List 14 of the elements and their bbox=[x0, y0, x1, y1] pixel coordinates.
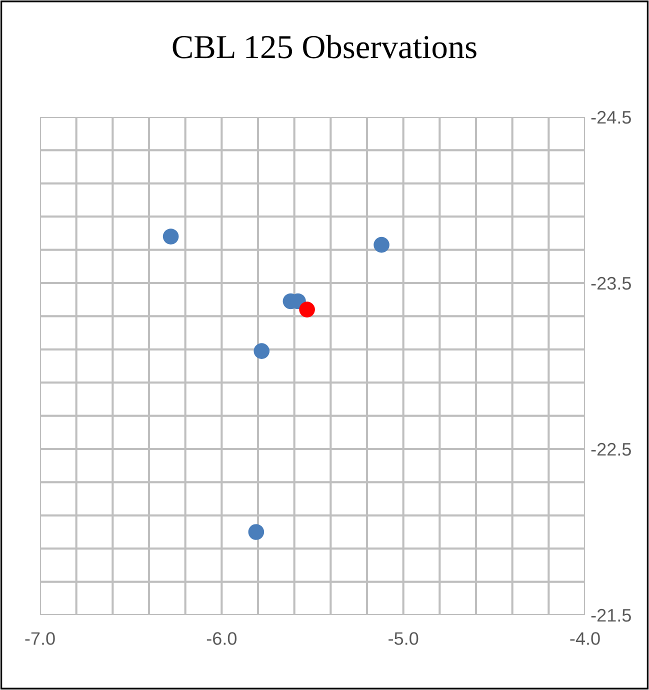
x-tick-label: -5.0 bbox=[388, 632, 418, 645]
y-tick-label: -22.5 bbox=[591, 442, 631, 456]
chart-title: CBL 125 Observations bbox=[172, 34, 476, 58]
x-tick-label: -4.0 bbox=[570, 632, 600, 645]
y-tick-label: -24.5 bbox=[591, 110, 631, 124]
point bbox=[162, 228, 179, 244]
point bbox=[254, 343, 270, 359]
x-tick-label: -7.0 bbox=[25, 632, 55, 645]
point bbox=[248, 524, 264, 540]
point bbox=[374, 236, 390, 253]
point bbox=[299, 302, 315, 318]
x-tick-label: -6.0 bbox=[206, 632, 237, 645]
y-tick-label: -23.5 bbox=[591, 276, 631, 290]
y-tick-label: -21.5 bbox=[591, 608, 631, 622]
